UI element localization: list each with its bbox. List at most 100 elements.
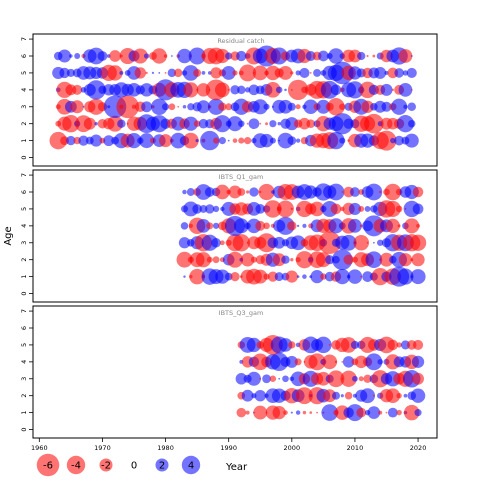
bubble — [186, 188, 195, 196]
y-tick-label: 4 — [20, 224, 28, 228]
bubble — [253, 405, 268, 420]
bubble — [264, 200, 282, 218]
bubble — [177, 105, 180, 108]
bubble — [238, 137, 245, 144]
bubble — [269, 120, 277, 128]
legend-label: -4 — [71, 461, 81, 472]
bubble — [246, 190, 250, 194]
bubble — [394, 135, 404, 146]
bubble — [320, 273, 327, 280]
bubble — [214, 82, 230, 98]
bubble — [358, 205, 365, 212]
bubble — [408, 119, 416, 128]
bubble — [327, 131, 345, 150]
bubble — [290, 71, 294, 75]
bubble — [259, 122, 262, 125]
bubble — [302, 410, 307, 415]
bubble — [212, 222, 220, 229]
bubble — [391, 88, 394, 92]
bubble — [215, 269, 230, 284]
bubble — [295, 138, 301, 143]
bubble — [94, 121, 98, 126]
bubble — [364, 205, 371, 212]
bubble — [278, 338, 293, 352]
bubble — [367, 406, 381, 419]
bubble — [241, 389, 254, 402]
x-tick-label: 1960 — [31, 444, 48, 452]
bubble — [284, 88, 287, 92]
bubble — [183, 82, 199, 98]
y-tick-label: 2 — [20, 122, 28, 126]
bubble — [295, 70, 301, 76]
bubble — [290, 207, 293, 211]
bubble — [302, 223, 307, 228]
bubble — [178, 237, 191, 249]
y-tick-label: 5 — [20, 343, 28, 347]
legend-bubble — [181, 455, 201, 475]
legend-label: 2 — [159, 461, 165, 472]
bubble — [365, 353, 383, 371]
bubble — [296, 275, 300, 278]
bubble — [201, 71, 206, 75]
bubble — [193, 69, 202, 77]
bubble — [252, 99, 268, 115]
bubble — [281, 255, 290, 264]
y-axis-label: Age — [3, 226, 14, 245]
bubble — [412, 186, 424, 198]
x-tick-label: 2020 — [410, 444, 427, 452]
bubble — [357, 51, 366, 61]
bubble — [385, 388, 401, 403]
bubble — [87, 98, 105, 115]
bubble — [277, 200, 294, 218]
bubble — [215, 48, 230, 64]
bubble — [248, 84, 260, 96]
bubble — [58, 49, 72, 63]
bubble — [364, 113, 384, 134]
bubble — [287, 79, 309, 101]
bubble — [232, 70, 238, 76]
legend: Year -6 -4 -2 0 2 4 — [36, 453, 248, 477]
bubble — [204, 187, 215, 197]
bubble — [365, 183, 383, 201]
y-tick-label: 2 — [20, 258, 28, 262]
bubble — [391, 98, 408, 115]
bubble — [396, 342, 402, 348]
bubble — [69, 54, 73, 58]
bubble — [341, 191, 344, 193]
y-tick-label: 7 — [20, 173, 28, 177]
bubble — [299, 67, 310, 78]
bubble — [90, 134, 103, 147]
bubble — [218, 137, 226, 145]
bubble — [235, 373, 248, 385]
y-tick-label: 1 — [20, 411, 28, 415]
bubble — [398, 49, 413, 63]
bubble — [398, 82, 413, 97]
bubble — [327, 370, 345, 388]
y-tick-label: 1 — [20, 139, 28, 143]
y-tick-label: 5 — [20, 71, 28, 75]
legend-bubble — [66, 455, 86, 475]
bubble — [230, 272, 240, 282]
bubble — [287, 136, 297, 145]
bubble — [173, 68, 183, 78]
bubble — [255, 204, 266, 214]
panel-2: IBTS_Q1_gam 0 1 2 3 4 5 6 7 — [20, 169, 438, 303]
legend-bubble — [155, 458, 169, 472]
bubble — [344, 391, 353, 400]
bubble — [403, 393, 408, 398]
x-tick-label: 1970 — [94, 444, 111, 452]
x-tick-label: 1980 — [157, 444, 174, 452]
bubble — [348, 49, 362, 63]
bubble — [356, 407, 367, 418]
y-tick-label: 0 — [20, 291, 28, 295]
bubble — [342, 356, 355, 368]
bubble — [395, 205, 403, 213]
bubble — [182, 189, 187, 195]
bubble — [177, 48, 192, 64]
legend-bubble — [99, 458, 113, 472]
bubble — [213, 115, 231, 133]
bubble — [341, 360, 344, 363]
bubble — [278, 65, 293, 80]
bubble — [409, 234, 427, 251]
